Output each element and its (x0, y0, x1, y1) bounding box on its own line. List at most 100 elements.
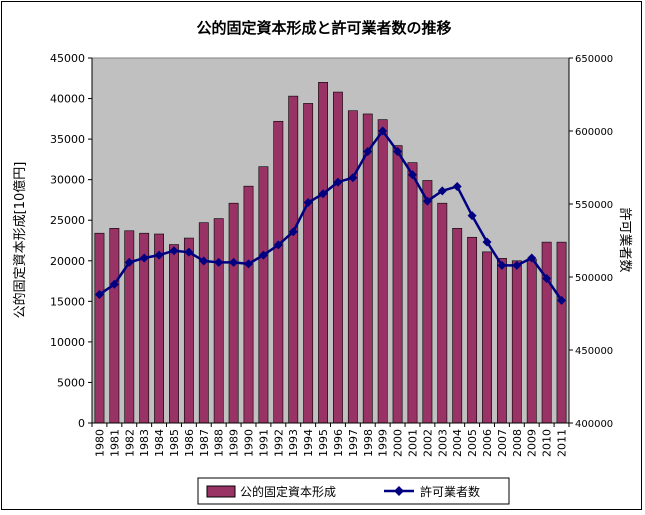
line-point-1987 (199, 256, 209, 266)
y-tick-label: 20000 (50, 255, 85, 268)
x-tick-label: 1998 (362, 429, 375, 457)
y2-tick-label: 600000 (575, 127, 613, 138)
x-tick-label: 2009 (526, 429, 539, 457)
bar-1986 (183, 237, 194, 424)
x-tick-label: 1993 (287, 429, 300, 457)
bar-2003 (437, 202, 448, 424)
y-tick-label: 30000 (50, 174, 85, 187)
y-tick-label: 10000 (50, 336, 85, 349)
x-tick-label: 1999 (377, 429, 390, 457)
bar-1985 (169, 244, 179, 424)
bar-2002 (422, 180, 433, 424)
y-tick-label: 35000 (50, 133, 85, 146)
bar-2001 (407, 162, 418, 424)
bar-1998 (362, 113, 373, 424)
line-point-1983 (139, 253, 149, 263)
line-point-2001 (407, 170, 417, 180)
line-point-1989 (229, 257, 239, 267)
line-point-2010 (542, 273, 552, 283)
line-point-1992 (273, 240, 283, 250)
line-point-2005 (467, 211, 477, 221)
x-tick-label: 1984 (153, 429, 166, 457)
x-tick-label: 1990 (243, 429, 256, 457)
bar-1992 (273, 120, 284, 424)
legend: 公的固定資本形成 許可業者数 (197, 477, 510, 505)
line-point-2006 (482, 237, 492, 247)
legend-bar-label: 公的固定資本形成 (240, 484, 336, 499)
x-tick-label: 1988 (213, 429, 226, 457)
x-tick-label: 1983 (138, 429, 151, 457)
line-point-1993 (288, 227, 298, 237)
chart-title: 公的固定資本形成と許可業者数の推移 (196, 19, 451, 37)
bar-1995 (318, 82, 328, 424)
line-point-1982 (124, 257, 134, 267)
bar-1988 (213, 218, 224, 424)
y-tick-label: 15000 (50, 295, 85, 308)
bar-2009 (526, 258, 537, 424)
y2-tick-label: 550000 (575, 200, 613, 211)
line-point-1996 (333, 177, 343, 187)
bar-series (94, 82, 567, 424)
bar-1999 (377, 119, 388, 424)
line-point-1997 (348, 173, 358, 183)
y-tick-label: 5000 (57, 376, 85, 389)
bar-2000 (392, 145, 403, 424)
bar-1991 (258, 166, 269, 424)
line-point-2003 (437, 186, 447, 196)
x-tick-label: 1995 (317, 429, 330, 457)
x-tick-label: 2003 (436, 429, 449, 457)
y-tick-label: 45000 (50, 52, 85, 65)
y2-tick-label: 450000 (575, 346, 613, 357)
bar-1981 (109, 228, 120, 424)
x-tick-label: 1986 (183, 429, 196, 457)
x-tick-label: 2011 (556, 429, 569, 457)
y-tick-label: 0 (78, 417, 85, 430)
bar-1980 (94, 232, 105, 424)
line-point-1994 (303, 198, 313, 208)
y-axis-label: 公的固定資本形成[10億円] (12, 162, 28, 319)
legend-bar-swatch (206, 485, 236, 498)
y-tick-label: 40000 (50, 93, 85, 106)
legend-marker-swatch (394, 486, 404, 496)
bar-1987 (198, 222, 209, 424)
line-point-1981 (109, 279, 119, 289)
bar-1994 (303, 103, 314, 424)
x-tick-label: 1997 (347, 429, 360, 457)
line-point-2000 (393, 146, 403, 156)
x-tick-label: 1989 (228, 429, 241, 457)
x-tick-label: 2000 (392, 429, 405, 457)
y2-tick-label: 650000 (575, 54, 613, 65)
x-tick-label: 1982 (123, 429, 136, 457)
line-point-1988 (214, 257, 224, 267)
bar-2011 (556, 241, 567, 424)
bar-1997 (347, 110, 358, 424)
line-point-2002 (422, 196, 432, 206)
x-tick-label: 1994 (302, 429, 315, 457)
x-tick-label: 1980 (93, 429, 106, 457)
bar-1989 (228, 202, 239, 424)
x-tick-label: 2002 (421, 429, 434, 457)
y2-axis-label: 許可業者数 (617, 207, 633, 272)
line-point-1995 (318, 189, 328, 199)
line-point-1986 (184, 247, 194, 257)
axes: 0 5000 10000 15000 20000 25000 30000 35000 40000… (50, 52, 613, 457)
line-point-2004 (452, 181, 462, 191)
line-point-1980 (94, 290, 104, 300)
x-tick-label: 1985 (168, 429, 181, 457)
line-point-2009 (527, 253, 537, 263)
bar-2005 (467, 236, 478, 424)
bar-2007 (497, 258, 507, 424)
bar-2004 (452, 228, 463, 424)
line-point-1985 (169, 246, 179, 256)
legend-box (197, 477, 510, 505)
line-point-1984 (154, 250, 164, 260)
bar-2006 (482, 251, 492, 424)
line-point-2008 (512, 260, 522, 270)
bar-2010 (541, 241, 552, 424)
x-tick-label: 2001 (406, 429, 419, 457)
bar-1984 (154, 233, 164, 424)
line-point-1999 (378, 126, 388, 136)
x-tick-label: 2004 (451, 429, 464, 457)
x-tick-label: 2006 (481, 429, 494, 457)
bar-2008 (511, 260, 522, 424)
